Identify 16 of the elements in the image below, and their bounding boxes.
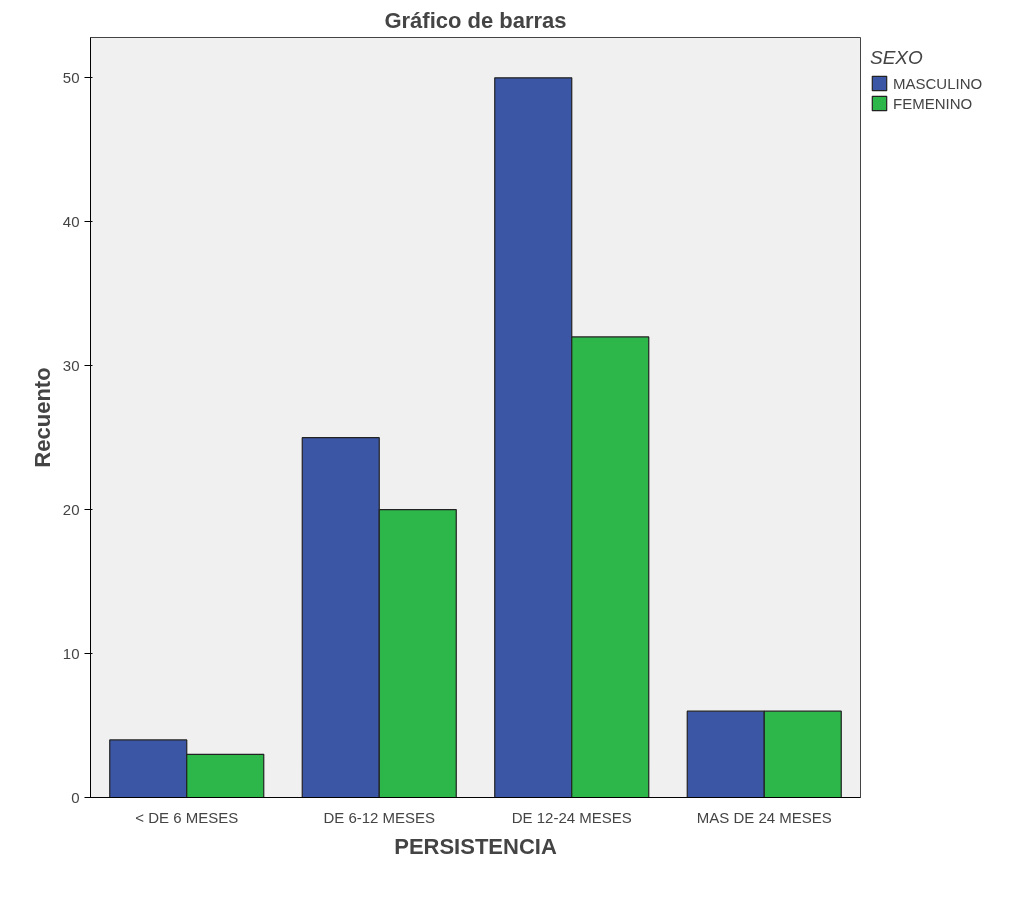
y-tick-label: 50: [62, 68, 80, 86]
y-tick-label: 30: [62, 356, 80, 374]
legend-label: FEMENINO: [893, 94, 973, 112]
x-tick-label: < DE 6 MESES: [135, 808, 239, 826]
y-axis-title: Recuento: [29, 367, 55, 468]
chart-title: Gráfico de barras: [384, 7, 567, 33]
x-tick-label: MAS DE 24 MESES: [696, 808, 832, 826]
x-axis-title: PERSISTENCIA: [394, 833, 557, 859]
y-tick-label: 40: [62, 212, 80, 230]
y-tick-label: 0: [71, 788, 80, 806]
x-tick-label: DE 12-24 MESES: [511, 808, 632, 826]
y-tick-label: 20: [62, 500, 80, 518]
x-tick-label: DE 6-12 MESES: [323, 808, 436, 826]
legend-label: MASCULINO: [893, 74, 983, 92]
y-tick-label: 10: [62, 644, 80, 662]
legend-title: SEXO: [870, 47, 924, 69]
